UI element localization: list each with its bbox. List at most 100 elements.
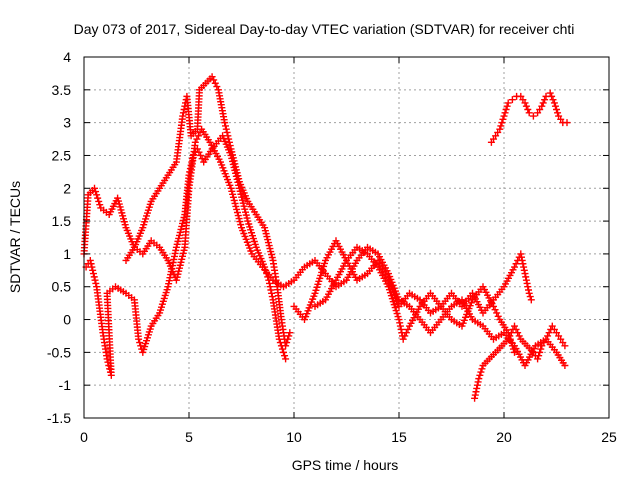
sample-mark <box>220 116 228 124</box>
sample-mark <box>487 333 495 341</box>
series-track-f <box>471 322 569 402</box>
sample-mark <box>221 122 229 130</box>
y-tick-label: 3 <box>63 115 71 131</box>
sample-mark <box>508 342 516 350</box>
sample-mark <box>251 240 259 248</box>
sample-mark <box>506 332 514 340</box>
sample-mark <box>180 214 188 222</box>
sample-mark <box>352 273 359 281</box>
sample-mark <box>402 329 410 337</box>
sample-mark <box>509 345 517 353</box>
sample-mark <box>493 309 501 317</box>
sample-mark <box>200 81 208 89</box>
y-tick-label: 1 <box>63 246 71 262</box>
sample-mark <box>476 371 484 379</box>
sample-mark <box>262 266 270 274</box>
sample-mark <box>424 306 432 314</box>
sample-mark <box>98 326 106 334</box>
sample-mark <box>284 335 292 343</box>
sample-mark <box>224 132 232 140</box>
sample-mark <box>549 96 557 104</box>
series-track-b <box>82 132 290 379</box>
sample-mark <box>496 344 504 352</box>
sample-mark <box>559 359 567 367</box>
sample-mark <box>537 345 545 353</box>
data-point <box>525 109 533 117</box>
sample-mark <box>91 276 99 284</box>
sample-mark <box>308 258 316 266</box>
sample-mark <box>179 109 187 117</box>
sample-mark <box>540 339 548 347</box>
sample-mark <box>498 119 506 127</box>
sample-mark <box>401 332 409 340</box>
sample-mark <box>96 201 104 209</box>
sample-mark <box>541 96 549 104</box>
sample-mark <box>477 368 485 376</box>
sample-mark <box>467 299 475 307</box>
sample-mark <box>189 155 196 163</box>
sample-mark <box>90 273 98 281</box>
sample-mark <box>180 246 188 254</box>
sample-mark <box>134 332 142 340</box>
sample-mark <box>137 342 145 350</box>
sample-mark <box>503 326 511 334</box>
sample-mark <box>195 89 203 97</box>
sample-mark <box>172 246 180 254</box>
x-tick-label: 25 <box>601 429 617 445</box>
y-tick-label: 0 <box>63 312 71 328</box>
sample-mark <box>539 99 547 107</box>
sample-mark <box>225 135 233 143</box>
sample-mark <box>280 348 287 356</box>
sample-mark <box>559 339 567 347</box>
sample-mark <box>498 285 506 293</box>
sample-mark <box>507 339 515 347</box>
sample-mark <box>206 148 214 156</box>
sample-mark <box>193 135 201 143</box>
data-point <box>504 99 512 107</box>
sample-mark <box>521 340 529 348</box>
sample-mark <box>361 271 369 279</box>
sample-mark <box>383 280 391 288</box>
sample-mark <box>94 194 102 202</box>
sample-mark <box>191 141 199 149</box>
sample-mark <box>89 270 97 278</box>
sample-mark <box>321 259 329 267</box>
sample-mark <box>536 348 544 356</box>
sample-mark <box>512 260 520 268</box>
sample-mark <box>283 339 291 347</box>
sample-mark <box>178 115 186 123</box>
data-point <box>527 296 535 304</box>
sample-mark <box>331 279 338 287</box>
sample-mark <box>87 260 95 268</box>
sample-mark <box>247 247 255 255</box>
sample-mark <box>194 132 202 140</box>
sample-mark <box>445 313 453 321</box>
sample-mark <box>251 208 259 216</box>
sample-mark <box>259 221 267 229</box>
sample-mark <box>527 346 535 354</box>
y-tick-label: -1.5 <box>47 410 71 426</box>
sample-mark <box>243 195 251 203</box>
sample-mark <box>550 325 558 333</box>
sample-mark <box>121 221 129 229</box>
sample-mark <box>268 253 276 261</box>
y-tick-label: 3.5 <box>52 82 72 98</box>
sample-mark <box>509 266 517 274</box>
sample-mark <box>162 174 170 182</box>
sample-mark <box>213 83 221 91</box>
sample-mark <box>403 301 411 309</box>
sample-mark <box>490 351 497 359</box>
series-track-g <box>487 89 571 146</box>
data-point <box>546 89 554 97</box>
sample-mark <box>185 174 193 182</box>
x-tick-label: 10 <box>286 429 302 445</box>
sample-mark <box>92 188 100 196</box>
y-tick-label: -0.5 <box>47 344 71 360</box>
sample-mark <box>514 329 522 337</box>
y-tick-label: 1.5 <box>52 213 72 229</box>
sample-mark <box>474 378 482 386</box>
sample-mark <box>445 305 453 313</box>
sample-mark <box>235 175 243 183</box>
